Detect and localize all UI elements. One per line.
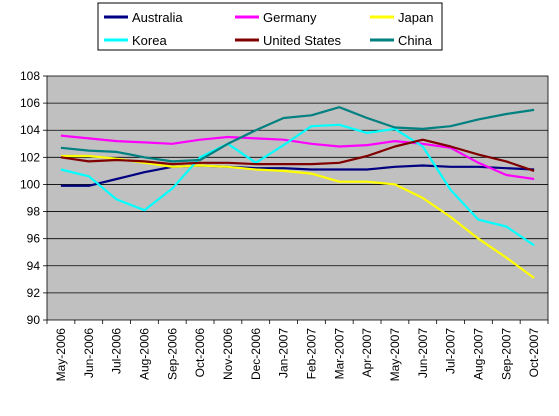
x-tick-label: Jan-2007 xyxy=(277,328,291,378)
x-tick-label: May-2006 xyxy=(54,328,68,382)
x-tick-label: Nov-2006 xyxy=(221,328,235,380)
y-tick-label: 94 xyxy=(27,259,41,273)
x-tick-label: Dec-2006 xyxy=(249,328,263,380)
series-lines xyxy=(60,106,535,279)
legend-label: Korea xyxy=(132,33,167,48)
legend: Australia Germany Japan Korea United States C… xyxy=(97,2,443,51)
y-tick-label: 92 xyxy=(27,286,41,300)
y-tick-label: 96 xyxy=(27,232,41,246)
series-line-china xyxy=(60,106,535,163)
legend-label: Japan xyxy=(398,10,433,25)
y-tick-label: 100 xyxy=(20,177,40,191)
legend-label: Australia xyxy=(132,10,183,25)
y-tick-label: 106 xyxy=(20,96,40,110)
x-tick-label: Jun-2006 xyxy=(82,328,96,378)
legend-label: United States xyxy=(263,33,342,48)
x-axis: May-2006 Jun-2006 Jul-2006 Aug-2006 Sep-2006… xyxy=(46,320,549,382)
plot-area xyxy=(46,75,549,321)
x-tick-label: Aug-2006 xyxy=(137,328,151,380)
x-tick-label: Sep-2007 xyxy=(499,328,513,380)
series-line-korea xyxy=(60,123,535,247)
x-tick-label: Jul-2007 xyxy=(444,328,458,374)
legend-label: China xyxy=(398,33,433,48)
x-tick-label: Jun-2007 xyxy=(416,328,430,378)
gridlines xyxy=(47,102,548,294)
series-line-australia xyxy=(60,164,535,187)
x-tick-label: Apr-2007 xyxy=(360,328,374,378)
y-axis: 90 92 94 96 98 100 102 104 106 108 xyxy=(20,69,47,327)
series-line-germany xyxy=(60,134,535,181)
legend-box xyxy=(97,2,443,51)
y-tick-label: 108 xyxy=(20,69,40,83)
y-tick-label: 90 xyxy=(27,313,41,327)
y-tick-label: 98 xyxy=(27,205,41,219)
x-tick-label: Feb-2007 xyxy=(304,328,318,380)
x-tick-label: Mar-2007 xyxy=(332,328,346,380)
x-tick-label: Jul-2006 xyxy=(110,328,124,374)
legend-label: Germany xyxy=(263,10,317,25)
x-tick-label: May-2007 xyxy=(388,328,402,382)
y-tick-label: 102 xyxy=(20,150,40,164)
series-line-united-states xyxy=(60,138,535,172)
x-tick-label: Aug-2007 xyxy=(471,328,485,380)
y-tick-label: 104 xyxy=(20,123,40,137)
x-tick-label: Oct-2007 xyxy=(527,328,541,378)
x-tick-label: Oct-2006 xyxy=(193,328,207,378)
x-tick-label: Sep-2006 xyxy=(165,328,179,380)
